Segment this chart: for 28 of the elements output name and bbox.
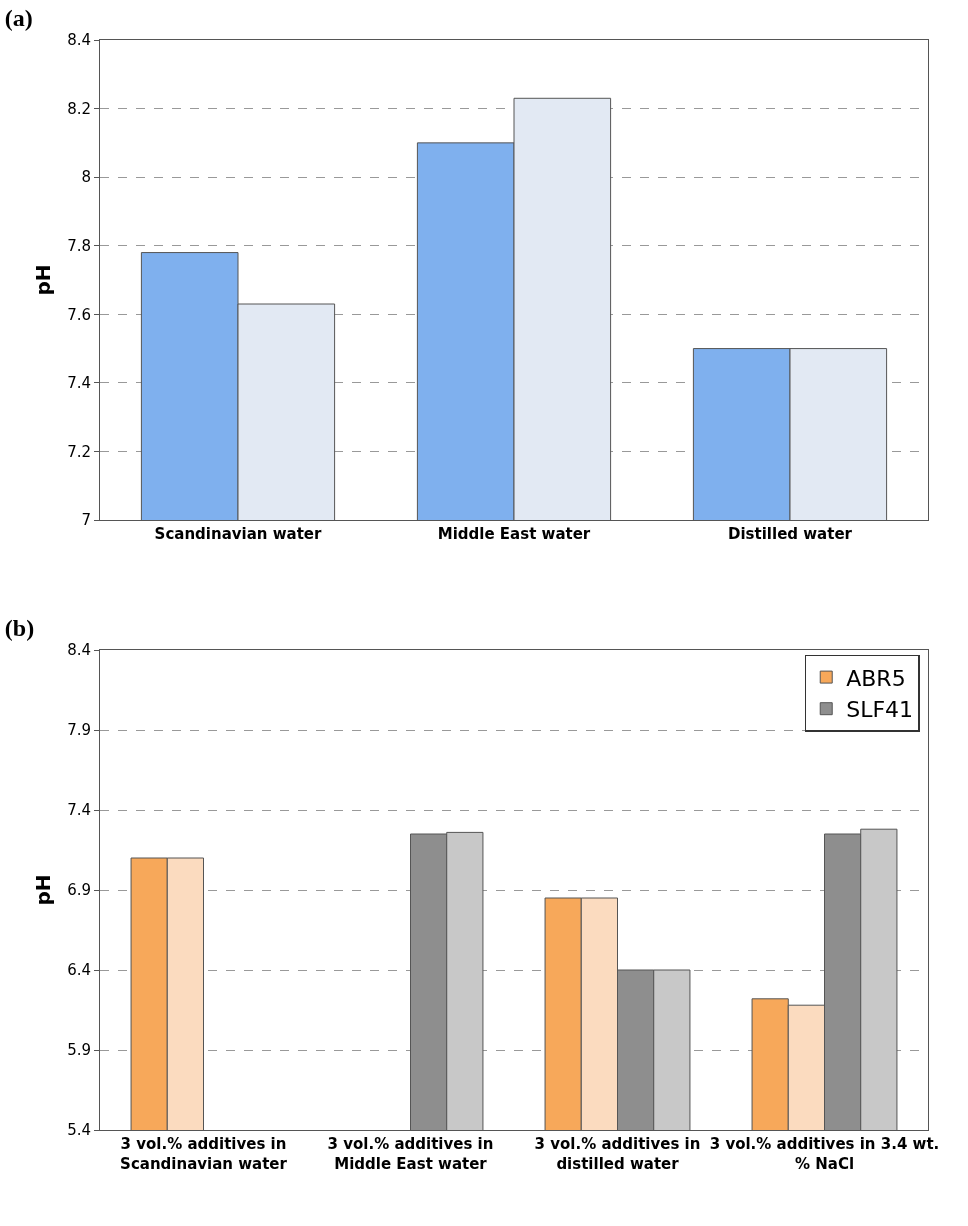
y-tick-label: 7.4 [67,374,91,393]
x-tick-label: Scandinavian water [154,525,323,543]
y-tick-label: 8.4 [67,641,91,660]
y-tick-label: 7.6 [67,305,91,324]
x-tick-label: 3 vol.% additives in distilled water [534,1135,701,1173]
y-tick-label: 7.2 [67,442,91,461]
y-tick-label: 5.9 [67,1041,91,1060]
y-tick-label: 5.4 [67,1121,91,1140]
legend-label: ABR5 [846,665,906,691]
x-tick-label: Middle East water [437,525,591,543]
y-tick-label: 7 [81,511,91,530]
chart-title: (b) [4,614,35,641]
legend-label: SLF41 [846,697,914,723]
x-tick-label: 3 vol.% additives in Scandinavian water [120,1135,288,1173]
y-tick-label: 7.9 [67,721,91,740]
y-axis-title: pH [31,264,55,296]
y-tick-label: 6.9 [67,881,91,900]
y-tick-label: 8 [81,168,91,187]
x-tick-label: Distilled water [728,525,853,543]
y-axis-title: pH [31,874,55,906]
x-tick-label: 3 vol.% additives in Middle East water [327,1135,494,1173]
x-tick-label: 3 vol.% additives in 3.4 wt. % NaCl [709,1135,940,1173]
y-tick-label: 6.4 [67,961,91,980]
y-tick-label: 7.4 [67,801,91,820]
y-tick-label: 8.4 [67,31,91,50]
y-tick-label: 8.2 [67,99,91,118]
chart-title: (a) [4,4,33,31]
y-tick-label: 7.8 [67,236,91,255]
